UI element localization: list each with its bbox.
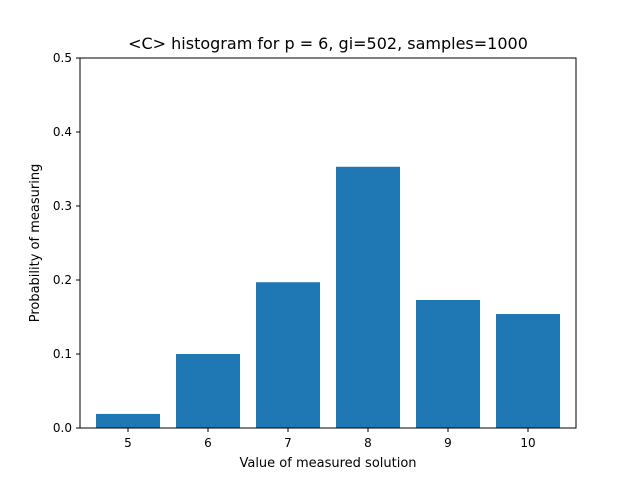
bar-8: [336, 166, 400, 428]
y-tick-label: 0.2: [53, 273, 72, 287]
bar-7: [256, 282, 320, 428]
y-tick-label: 0.5: [53, 51, 72, 65]
y-tick-label: 0.1: [53, 347, 72, 361]
bar-6: [176, 354, 240, 428]
bar-9: [416, 299, 480, 428]
bar-10: [496, 314, 560, 428]
x-tick-label: 6: [204, 436, 212, 450]
x-tick-label: 9: [444, 436, 452, 450]
x-tick-label: 8: [364, 436, 372, 450]
x-tick-label: 5: [124, 436, 132, 450]
y-axis-label: Probability of measuring: [28, 164, 43, 323]
y-tick-label: 0.4: [53, 125, 72, 139]
x-tick-label: 10: [520, 436, 535, 450]
chart-title: <C> histogram for p = 6, gi=502, samples…: [128, 34, 528, 53]
y-tick-label: 0.3: [53, 199, 72, 213]
bar-5: [96, 413, 160, 428]
bars-group: [96, 166, 560, 428]
y-tick-label: 0.0: [53, 421, 72, 435]
x-axis-label: Value of measured solution: [239, 456, 416, 471]
y-axis-ticks: 0.0 0.1 0.2 0.3 0.4 0.5: [53, 51, 80, 435]
plot-frame: [79, 57, 577, 429]
x-axis-ticks: 5 6 7 8 9 10: [124, 428, 536, 450]
x-tick-label: 7: [284, 436, 292, 450]
